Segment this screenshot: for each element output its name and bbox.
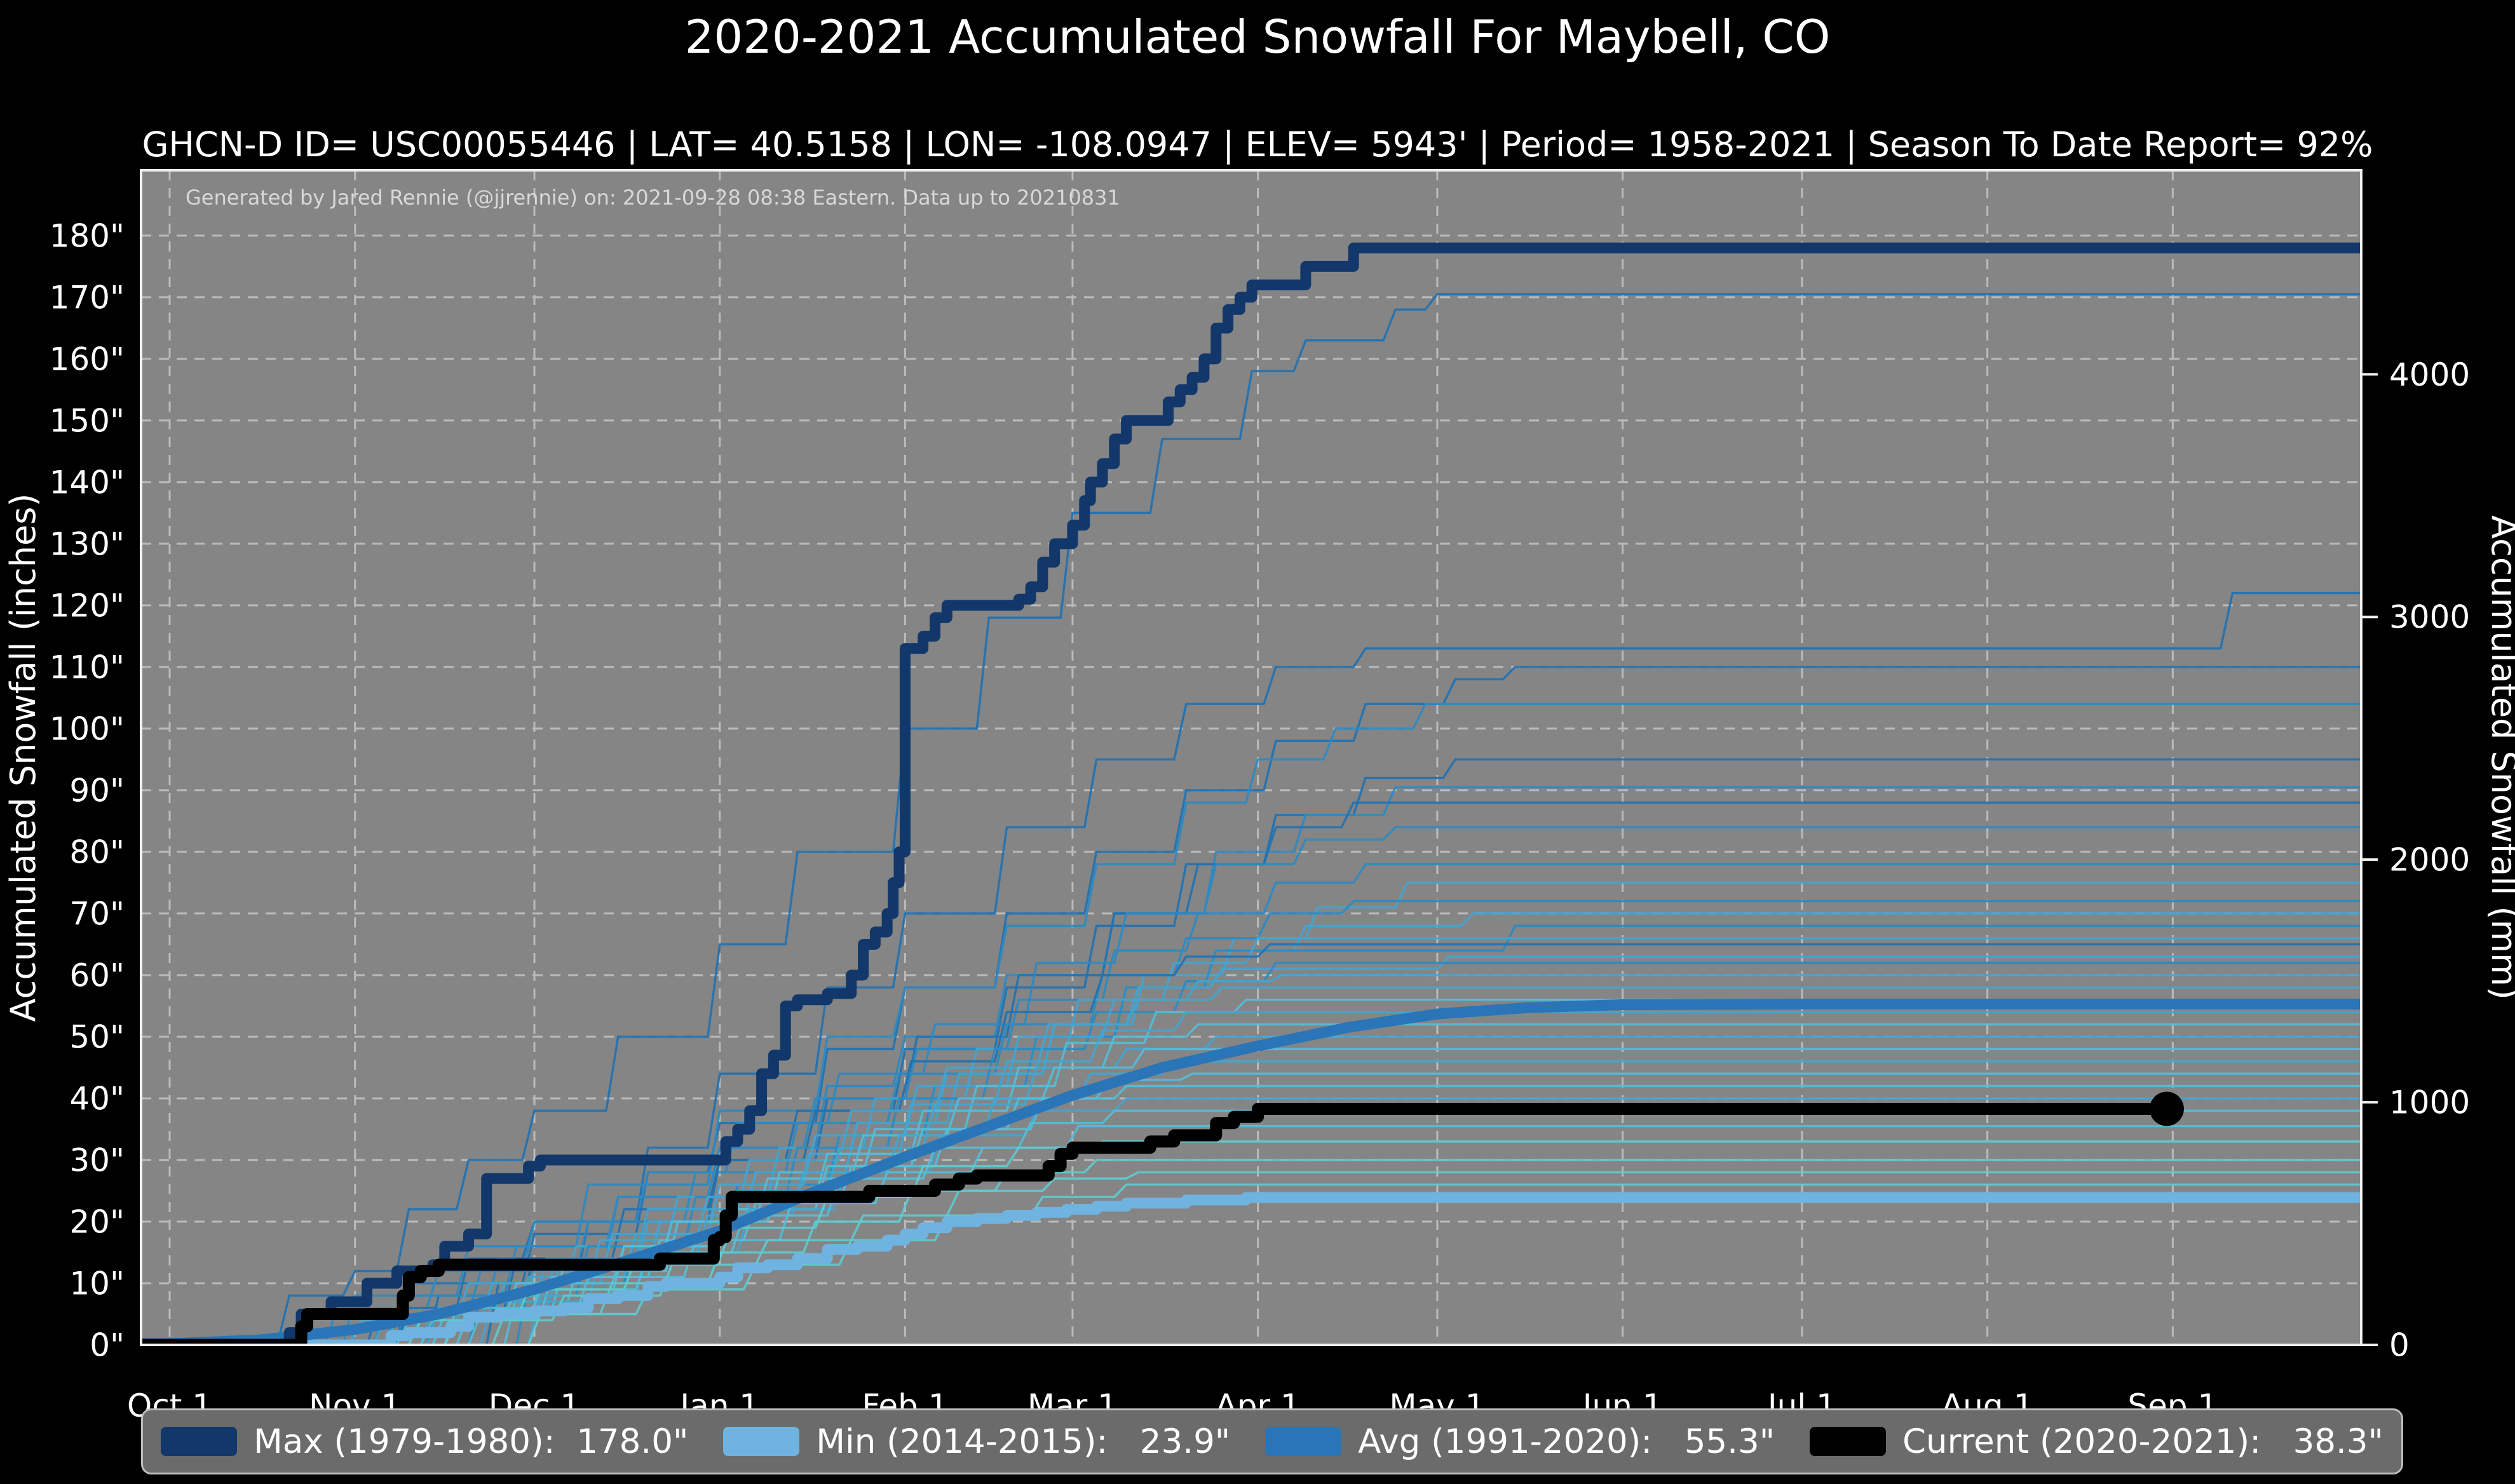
past-season-line (141, 1140, 2361, 1345)
max-season-line (141, 242, 2361, 1345)
right-tick-label: 3000 (2389, 599, 2470, 636)
left-tick-label: 160" (50, 341, 125, 377)
past-season-line (141, 591, 2361, 1345)
right-tick-label: 0 (2389, 1327, 2410, 1364)
legend-item-max: Max (1979-1980): 178.0" (161, 1422, 688, 1461)
min-color-swatch (723, 1427, 800, 1456)
past-season-line (141, 801, 2361, 1345)
avg-legend-label: Avg (1991-2020): 55.3" (1358, 1422, 1775, 1461)
plot-area (141, 170, 2361, 1345)
chart-legend: Max (1979-1980): 178.0" Min (2014-2015): … (141, 1408, 2403, 1474)
left-tick-label: 30" (69, 1142, 125, 1178)
legend-item-avg: Avg (1991-2020): 55.3" (1265, 1422, 1775, 1461)
past-season-line (141, 293, 2361, 1345)
legend-item-current: Current (2020-2021): 38.3" (1810, 1422, 2383, 1461)
left-tick-label: 90" (69, 772, 125, 809)
min-legend-label: Min (2014-2015): 23.9" (816, 1422, 1231, 1461)
right-tick-label: 4000 (2389, 356, 2470, 393)
left-tick-label: 60" (69, 957, 125, 994)
station-metadata-subtitle: GHCN-D ID= USC00055446 | LAT= 40.5158 | … (142, 125, 2373, 165)
left-tick-label: 100" (50, 710, 125, 747)
past-season-line (141, 1171, 2361, 1345)
max-color-swatch (161, 1427, 237, 1456)
avg-color-swatch (1265, 1427, 1342, 1456)
page-title: 2020-2021 Accumulated Snowfall For Maybe… (684, 10, 1831, 64)
past-season-line (141, 986, 2361, 1345)
past-season-line (141, 1023, 2361, 1345)
current-color-swatch (1810, 1427, 1887, 1456)
left-tick-label: 140" (50, 464, 125, 501)
max-legend-label: Max (1979-1980): 178.0" (254, 1422, 689, 1461)
left-tick-label: 80" (69, 833, 125, 870)
past-season-line (141, 1124, 2361, 1345)
current-season-end-dot (2149, 1091, 2184, 1126)
left-tick-label: 40" (69, 1080, 125, 1117)
left-tick-label: 110" (50, 649, 125, 685)
legend-item-min: Min (2014-2015): 23.9" (723, 1422, 1230, 1461)
past-season-line (141, 1097, 2361, 1345)
left-tick-label: 0" (90, 1327, 125, 1364)
past-season-line (141, 863, 2361, 1345)
left-axis-title: Accumulated Snowfall (inches) (3, 494, 43, 1022)
axes-spines (140, 169, 2362, 1346)
past-season-line (141, 1109, 2361, 1345)
right-tick-label: 1000 (2389, 1084, 2470, 1121)
left-tick-label: 10" (69, 1265, 125, 1302)
left-tick-label: 150" (50, 402, 125, 439)
left-tick-label: 120" (50, 587, 125, 624)
left-tick-label: 130" (50, 525, 125, 562)
left-tick-label: 170" (50, 279, 125, 316)
min-season-line (141, 1192, 2361, 1345)
attribution-text: Generated by Jared Rennie (@jjrennie) on… (186, 186, 1120, 210)
right-tick-label: 2000 (2389, 842, 2470, 879)
left-tick-label: 20" (69, 1203, 125, 1240)
right-axis-title: Accumulated Snowfall (mm) (2484, 515, 2515, 1000)
left-tick-label: 70" (69, 895, 125, 932)
current-season-line (141, 1102, 2173, 1345)
current-legend-label: Current (2020-2021): 38.3" (1902, 1422, 2383, 1461)
avg-season-line (141, 999, 2361, 1345)
left-tick-label: 50" (69, 1018, 125, 1055)
left-tick-label: 180" (50, 217, 125, 254)
